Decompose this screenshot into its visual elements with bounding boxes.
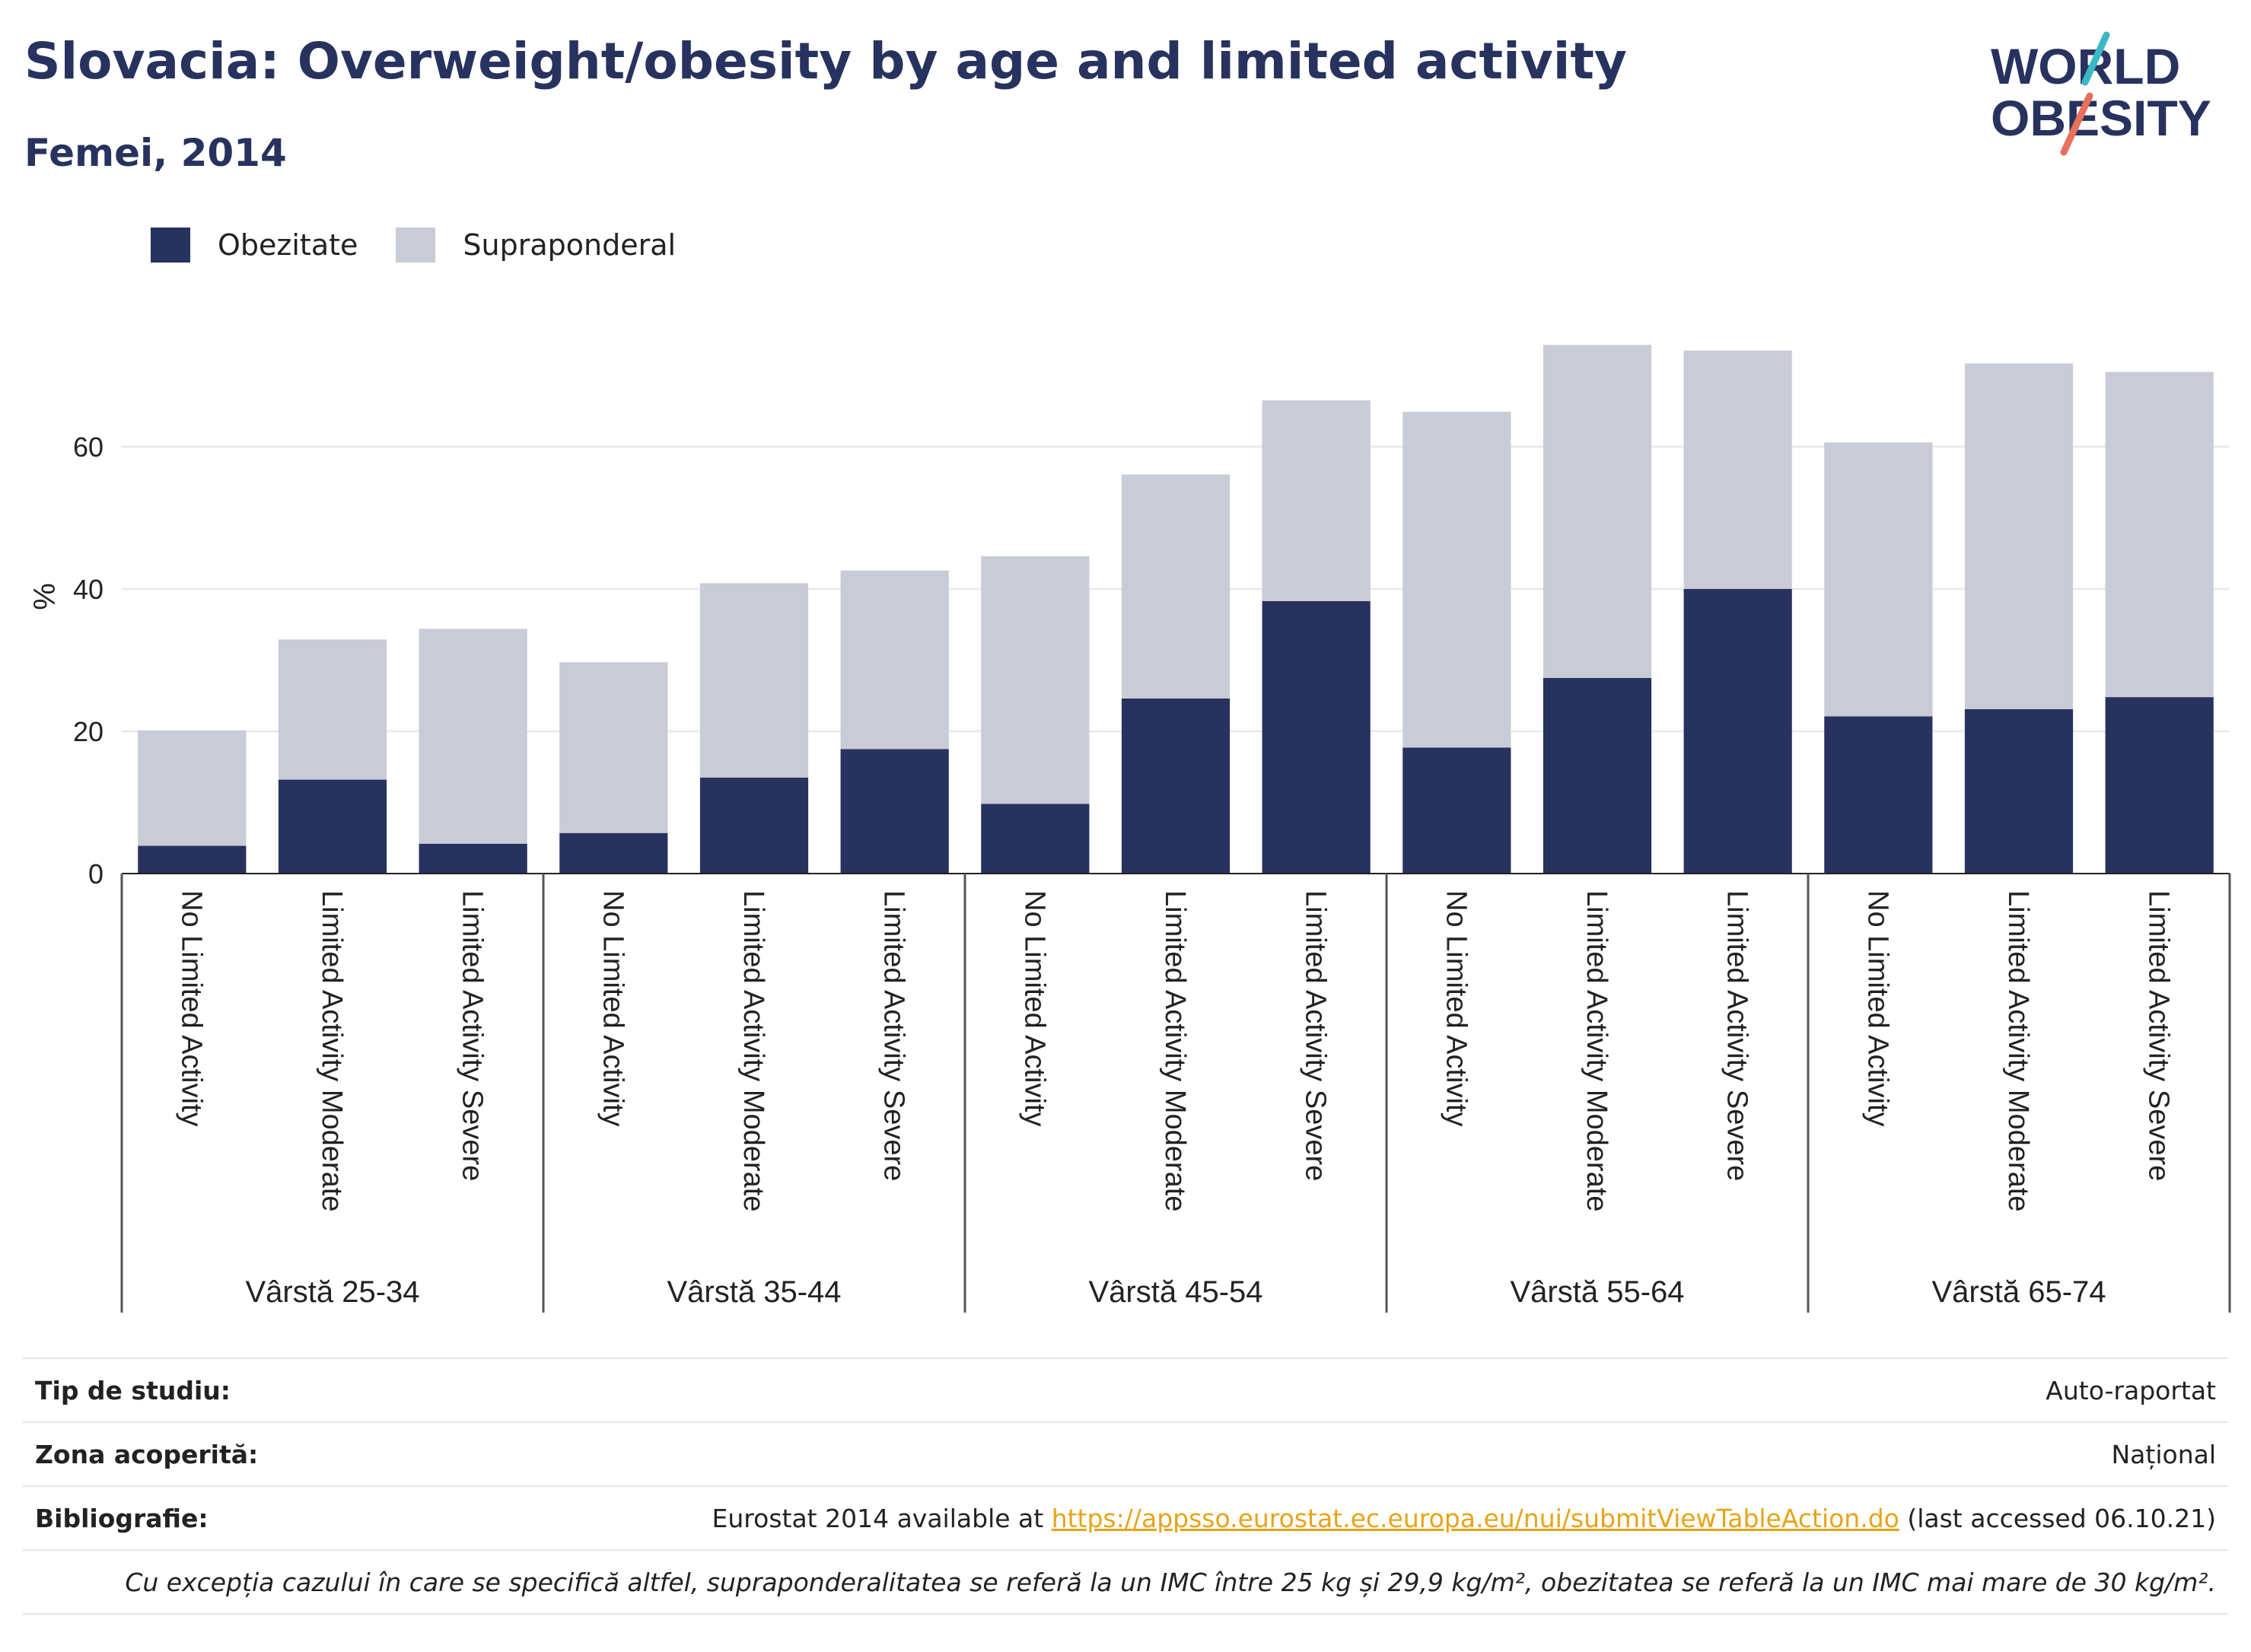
bar-overweight xyxy=(1964,363,2074,710)
coverage-label: Zona acoperită: xyxy=(35,1439,259,1469)
bar-obesity xyxy=(1262,600,1371,874)
x-category-label: Limited Activity Moderate xyxy=(316,890,348,1211)
legend-swatch-obesity xyxy=(151,228,190,263)
x-category-label: No Limited Activity xyxy=(1861,890,1893,1126)
x-category-label: Limited Activity Severe xyxy=(2143,890,2175,1181)
y-tick-label: 60 xyxy=(73,431,103,463)
logo-text-world: WORLD xyxy=(1991,38,2180,94)
bar-overweight xyxy=(138,731,247,846)
x-category-label: Limited Activity Severe xyxy=(1300,890,1332,1181)
study-type-value: Auto-raportat xyxy=(2046,1375,2216,1405)
bar-overweight xyxy=(2105,371,2214,698)
bar-obesity xyxy=(2105,697,2214,874)
x-group-label: Vârstă 45-54 xyxy=(1088,1275,1262,1309)
study-type-label: Tip de studiu: xyxy=(35,1375,231,1405)
bar-overweight xyxy=(278,639,387,780)
bar-obesity xyxy=(699,777,809,874)
bar-overweight xyxy=(981,555,1090,804)
x-category-label: No Limited Activity xyxy=(175,890,207,1126)
bar-overweight xyxy=(1262,400,1371,601)
x-category-label: Limited Activity Moderate xyxy=(1581,890,1613,1211)
x-group-label: Vârstă 35-44 xyxy=(667,1275,841,1309)
chart-subtitle: Femei, 2014 xyxy=(24,131,287,175)
bar-obesity xyxy=(1964,709,2074,874)
bar-obesity xyxy=(981,804,1090,874)
bar-obesity xyxy=(1683,589,1792,874)
bibliography-link[interactable]: https://appsso.eurostat.ec.europa.eu/nui… xyxy=(1051,1503,1899,1533)
x-category-label: Limited Activity Moderate xyxy=(1159,890,1191,1211)
bar-overweight xyxy=(1543,345,1652,678)
bar-overweight xyxy=(1121,474,1231,699)
bar-obesity xyxy=(1402,747,1511,874)
stacked-bar-chart: 0 20 40 60% No Limited Activity Limited Activ… xyxy=(28,345,2231,1313)
definition-note: Cu excepția cazului în care se specifică… xyxy=(125,1567,2216,1597)
bar-obesity xyxy=(840,749,949,874)
bar-obesity xyxy=(138,845,247,874)
x-category-label: Limited Activity Severe xyxy=(878,890,910,1181)
bar-overweight xyxy=(699,583,809,778)
x-group-label: Vârstă 65-74 xyxy=(1931,1275,2106,1309)
x-category-label: Limited Activity Moderate xyxy=(737,890,769,1211)
x-group-label: Vârstă 25-34 xyxy=(245,1275,419,1309)
bar-obesity xyxy=(419,843,527,874)
bar-obesity xyxy=(1543,677,1652,874)
y-tick-label: 40 xyxy=(73,574,103,605)
x-category-label: No Limited Activity xyxy=(1440,890,1472,1126)
bibliography-prefix: Eurostat 2014 available at xyxy=(712,1503,1044,1533)
bar-obesity xyxy=(278,779,387,874)
bar-overweight xyxy=(559,662,668,833)
bar-overweight xyxy=(1402,412,1511,748)
footer-row-coverage: Zona acoperită: Național xyxy=(23,1421,2228,1485)
chart-title: Slovacia: Overweight/obesity by age and … xyxy=(24,32,1627,91)
x-category-label: No Limited Activity xyxy=(597,890,629,1126)
legend-label-obesity: Obezitate xyxy=(218,228,358,262)
x-category-label: No Limited Activity xyxy=(1018,890,1050,1126)
logo-text-obesity: OBESITY xyxy=(1991,90,2211,146)
world-obesity-logo: WORLD OBESITY xyxy=(1991,31,2211,156)
legend-item-overweight[interactable]: Supraponderal xyxy=(396,228,676,263)
bibliography-suffix: (last accessed 06.10.21) xyxy=(1907,1503,2216,1533)
legend-item-obesity[interactable]: Obezitate xyxy=(151,228,358,263)
footer-row-bibliography: Bibliografie: Eurostat 2014 available at… xyxy=(23,1485,2228,1549)
x-group-label: Vârstă 55-64 xyxy=(1510,1275,1684,1309)
logo-slash-red xyxy=(2060,92,2093,156)
bar-obesity xyxy=(1121,698,1231,874)
legend-swatch-overweight xyxy=(396,228,436,263)
bibliography-label: Bibliografie: xyxy=(35,1503,209,1533)
y-tick-label: 0 xyxy=(88,858,103,890)
bar-obesity xyxy=(1824,716,1933,874)
coverage-value: Național xyxy=(2111,1439,2216,1469)
footer-table: Tip de studiu: Auto-raportat Zona acoper… xyxy=(23,1358,2228,1615)
x-category-label: Limited Activity Severe xyxy=(457,890,489,1181)
bar-overweight xyxy=(1824,442,1933,717)
bar-overweight xyxy=(1683,350,1792,589)
footer-row-study-type: Tip de studiu: Auto-raportat xyxy=(23,1358,2228,1421)
y-tick-label: 20 xyxy=(73,716,103,747)
x-category-label: Limited Activity Severe xyxy=(1721,890,1753,1181)
bar-obesity xyxy=(559,832,668,874)
x-category-label: Limited Activity Moderate xyxy=(2002,890,2034,1211)
y-axis-label: % xyxy=(28,583,62,610)
logo-slash-teal xyxy=(2081,31,2110,86)
bibliography-value: Eurostat 2014 available at https://appss… xyxy=(712,1504,2228,1533)
bar-overweight xyxy=(840,570,949,750)
bar-overweight xyxy=(419,629,527,844)
chart-legend: Obezitate Supraponderal xyxy=(151,225,714,265)
legend-label-overweight: Supraponderal xyxy=(463,228,677,262)
footer-row-note: Cu excepția cazului în care se specifică… xyxy=(23,1549,2228,1615)
